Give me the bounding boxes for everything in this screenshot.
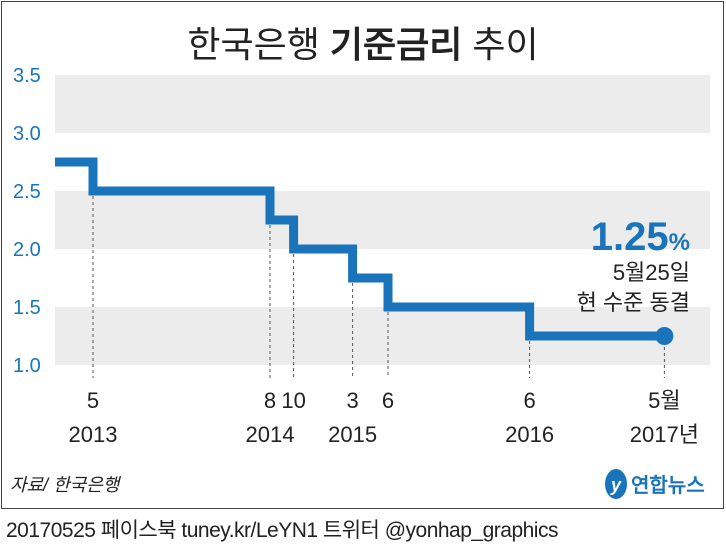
- x-tick-month: 3: [346, 388, 358, 413]
- x-tick-year: 2013: [69, 422, 118, 447]
- y-tick-label: 2.0: [13, 239, 41, 261]
- y-tick-label: 2.5: [13, 181, 41, 203]
- x-tick-year: 2017년: [630, 422, 699, 447]
- annotation-date: 5월25일: [613, 260, 690, 285]
- shaded-band: [55, 191, 710, 249]
- y-tick-label: 1.5: [13, 297, 41, 319]
- source-label: 자료/ 한국은행: [10, 475, 122, 495]
- annotation: 1.25% 5월25일 현 수준 동결: [577, 215, 690, 315]
- shaded-band: [55, 75, 710, 133]
- logo-text: 연합뉴스: [631, 474, 705, 497]
- x-tick-year: 2014: [246, 422, 295, 447]
- x-tick-month: 5월: [648, 388, 680, 413]
- current-rate-point: [655, 327, 674, 345]
- annotation-status: 현 수준 동결: [577, 290, 690, 315]
- x-tick-month: 6: [382, 388, 394, 413]
- annotation-value: 1.25%: [591, 215, 690, 259]
- x-tick-month: 5: [87, 388, 99, 413]
- rate-step-line: [55, 157, 665, 341]
- chart-frame: [1, 1, 724, 509]
- logo-icon: [605, 469, 627, 499]
- chart-title: 한국은행 기준금리 추이: [187, 24, 538, 65]
- footer-credit: 20170525 페이스북 tuney.kr/LeYN1 트위터 @yonhap…: [6, 519, 558, 542]
- svg-text:y: y: [610, 475, 622, 495]
- x-tick-month: 8: [264, 388, 276, 413]
- yonhap-logo: y 연합뉴스: [605, 469, 705, 499]
- y-tick-label: 1.0: [13, 355, 41, 377]
- x-tick-year: 2016: [505, 422, 554, 447]
- chart-svg: 한국은행 기준금리 추이 3.5 3.0 2.5 2.0 1.5 1.0 5 2013 8 20…: [10, 24, 710, 499]
- y-tick-label: 3.5: [13, 65, 41, 87]
- x-tick-month: 10: [281, 388, 305, 413]
- y-tick-label: 3.0: [13, 123, 41, 145]
- x-tick-year: 2015: [328, 422, 377, 447]
- x-tick-month: 6: [523, 388, 535, 413]
